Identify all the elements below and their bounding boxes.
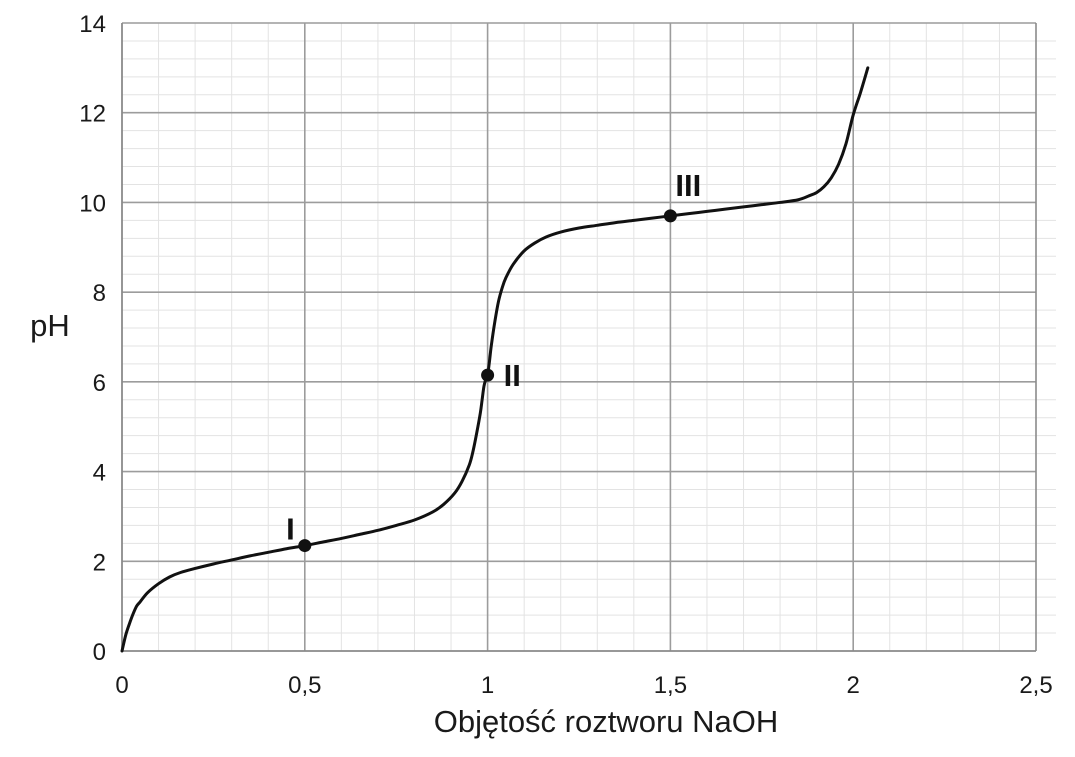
x-tick-labels: 0 0,5 1 1,5 2 2,5 bbox=[115, 672, 1052, 699]
y-tick-label: 10 bbox=[79, 190, 106, 217]
y-tick-label: 2 bbox=[93, 549, 106, 576]
y-tick-label: 8 bbox=[93, 280, 106, 307]
major-grid bbox=[122, 22, 1036, 651]
x-tick-label: 1 bbox=[481, 672, 494, 699]
y-axis-title: pH bbox=[30, 308, 70, 343]
point-marker-iii bbox=[663, 209, 677, 223]
point-label-ii: II bbox=[504, 358, 521, 393]
point-label-iii: III bbox=[675, 168, 701, 203]
x-tick-label: 0,5 bbox=[288, 672, 321, 699]
plot-frame bbox=[121, 23, 1037, 652]
point-marker-ii bbox=[481, 368, 495, 382]
y-tick-label: 0 bbox=[93, 639, 106, 666]
y-tick-label: 6 bbox=[93, 370, 106, 397]
titration-curve-line bbox=[120, 66, 870, 653]
x-axis-title: Objętość roztworu NaOH bbox=[434, 704, 779, 739]
x-tick-label: 2 bbox=[847, 672, 860, 699]
minor-grid bbox=[122, 23, 1056, 651]
y-tick-label: 14 bbox=[79, 11, 106, 38]
titration-curve bbox=[120, 66, 870, 653]
x-tick-label: 0 bbox=[115, 672, 128, 699]
x-tick-label: 1,5 bbox=[654, 672, 687, 699]
point-label-i: I bbox=[286, 512, 295, 547]
y-tick-label: 12 bbox=[79, 101, 106, 128]
point-marker-i bbox=[298, 539, 312, 553]
y-tick-labels: 0 2 4 6 8 10 12 14 bbox=[79, 11, 106, 666]
y-tick-label: 4 bbox=[93, 460, 106, 487]
x-tick-label: 2,5 bbox=[1019, 672, 1052, 699]
